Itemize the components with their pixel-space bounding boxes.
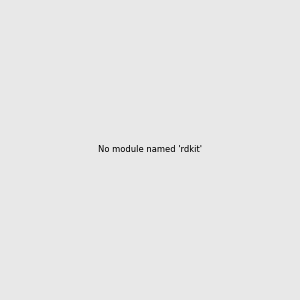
Text: No module named 'rdkit': No module named 'rdkit' [98, 146, 202, 154]
